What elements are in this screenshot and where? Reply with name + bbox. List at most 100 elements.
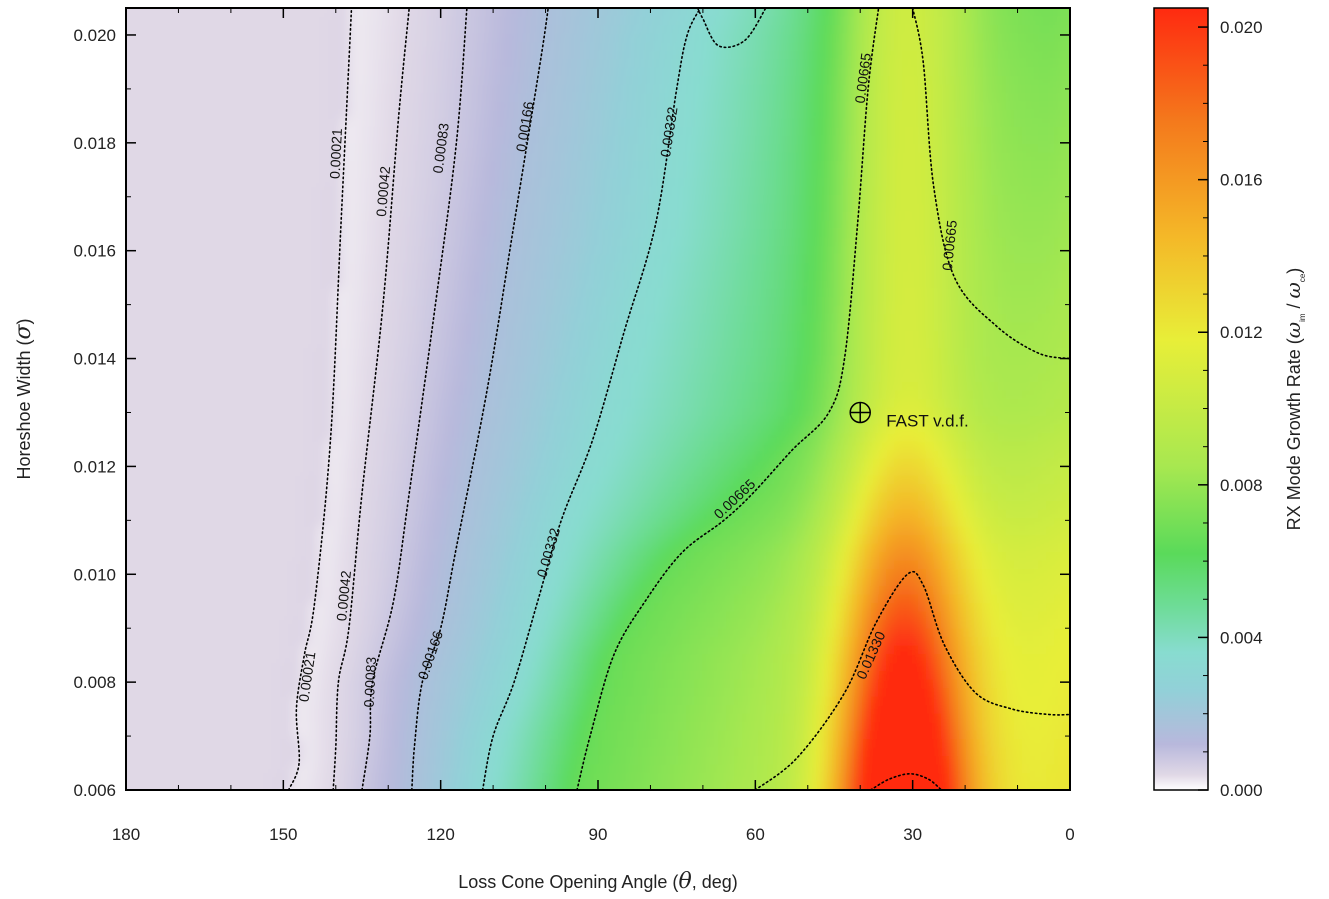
heatmap-cell <box>302 747 311 757</box>
heatmap-cell <box>350 441 359 451</box>
heatmap-cell <box>110 17 119 26</box>
heatmap-cell <box>502 764 511 774</box>
heatmap-cell <box>502 790 511 799</box>
heatmap-cell <box>350 637 359 647</box>
heatmap-cell <box>422 297 431 307</box>
heatmap-cell <box>390 254 399 264</box>
heatmap-cell <box>134 263 143 273</box>
heatmap-cell <box>486 730 495 740</box>
heatmap-cell <box>350 169 359 179</box>
heatmap-cell <box>406 450 415 460</box>
heatmap-cell <box>342 543 351 553</box>
heatmap-cell <box>446 339 455 349</box>
heatmap-cell <box>214 263 223 273</box>
heatmap-cell <box>462 331 471 341</box>
heatmap-cell <box>190 365 199 375</box>
heatmap-cell <box>334 467 343 477</box>
heatmap-cell <box>374 679 383 689</box>
heatmap-cell <box>446 101 455 111</box>
heatmap-cell <box>518 178 527 188</box>
heatmap-cell <box>238 773 247 783</box>
heatmap-cell <box>198 212 207 222</box>
heatmap-cell <box>494 552 503 562</box>
heatmap-cell <box>510 93 519 103</box>
heatmap-cell <box>278 713 287 723</box>
heatmap-cell <box>494 42 503 52</box>
heatmap-cell <box>390 781 399 790</box>
heatmap-cell <box>166 407 175 417</box>
heatmap-cell <box>382 739 391 749</box>
heatmap-cell <box>454 662 463 672</box>
heatmap-cell <box>382 535 391 545</box>
heatmap-cell <box>486 144 495 154</box>
heatmap-cell <box>382 577 391 587</box>
heatmap-cell <box>454 484 463 494</box>
heatmap-cell <box>110 195 119 204</box>
heatmap-cell <box>190 8 199 18</box>
heatmap-cell <box>214 203 223 213</box>
heatmap-cell <box>222 246 231 256</box>
heatmap-cell <box>478 110 487 120</box>
heatmap-cell <box>278 637 287 647</box>
heatmap-cell <box>366 382 375 392</box>
heatmap-cell <box>142 509 151 519</box>
heatmap-cell <box>406 42 415 52</box>
heatmap-cell <box>334 365 343 375</box>
heatmap-cell <box>406 730 415 740</box>
heatmap-cell <box>478 178 487 188</box>
heatmap-cell <box>454 611 463 621</box>
heatmap-cell <box>430 161 439 171</box>
heatmap-cell <box>518 594 527 604</box>
heatmap-cell <box>366 305 375 315</box>
heatmap-cell <box>334 25 343 35</box>
heatmap-cell <box>286 229 295 239</box>
heatmap-cell <box>222 407 231 417</box>
heatmap-cell <box>206 271 215 281</box>
heatmap-cell <box>150 67 159 77</box>
heatmap-cell <box>238 586 247 596</box>
heatmap-cell <box>182 654 191 664</box>
heatmap-cell <box>142 50 151 60</box>
heatmap-cell <box>430 399 439 409</box>
heatmap-cell <box>446 433 455 443</box>
heatmap-cell <box>446 322 455 332</box>
heatmap-cell <box>510 747 519 757</box>
heatmap-cell <box>318 662 327 672</box>
heatmap-cell <box>294 195 303 205</box>
heatmap-cell <box>342 356 351 366</box>
heatmap-cell <box>342 263 351 273</box>
heatmap-cell <box>462 314 471 324</box>
heatmap-cell <box>326 603 335 613</box>
heatmap-cell <box>278 407 287 417</box>
heatmap-cell <box>334 416 343 426</box>
heatmap-cell <box>518 220 527 230</box>
heatmap-cell <box>134 475 143 485</box>
heatmap-cell <box>406 739 415 749</box>
heatmap-cell <box>454 543 463 553</box>
heatmap-cell <box>422 254 431 264</box>
heatmap-cell <box>510 322 519 332</box>
heatmap-cell <box>270 756 279 766</box>
heatmap-cell <box>262 594 271 604</box>
heatmap-cell <box>454 8 463 18</box>
heatmap-cell <box>406 492 415 502</box>
heatmap-cell <box>478 526 487 536</box>
heatmap-cell <box>374 322 383 332</box>
heatmap-cell <box>262 220 271 230</box>
heatmap-cell <box>254 671 263 681</box>
heatmap-cell <box>142 416 151 426</box>
heatmap-cell <box>518 713 527 723</box>
heatmap-cell <box>254 501 263 511</box>
heatmap-cell <box>270 254 279 264</box>
heatmap-cell <box>310 773 319 783</box>
heatmap-cell <box>438 322 447 332</box>
heatmap-cell <box>406 33 415 43</box>
heatmap-cell <box>190 433 199 443</box>
heatmap-cell <box>510 118 519 128</box>
heatmap-cell <box>518 127 527 137</box>
heatmap-cell <box>374 764 383 774</box>
heatmap-cell <box>294 611 303 621</box>
heatmap-cell <box>518 450 527 460</box>
heatmap-cell <box>510 739 519 749</box>
heatmap-cell <box>342 790 351 799</box>
